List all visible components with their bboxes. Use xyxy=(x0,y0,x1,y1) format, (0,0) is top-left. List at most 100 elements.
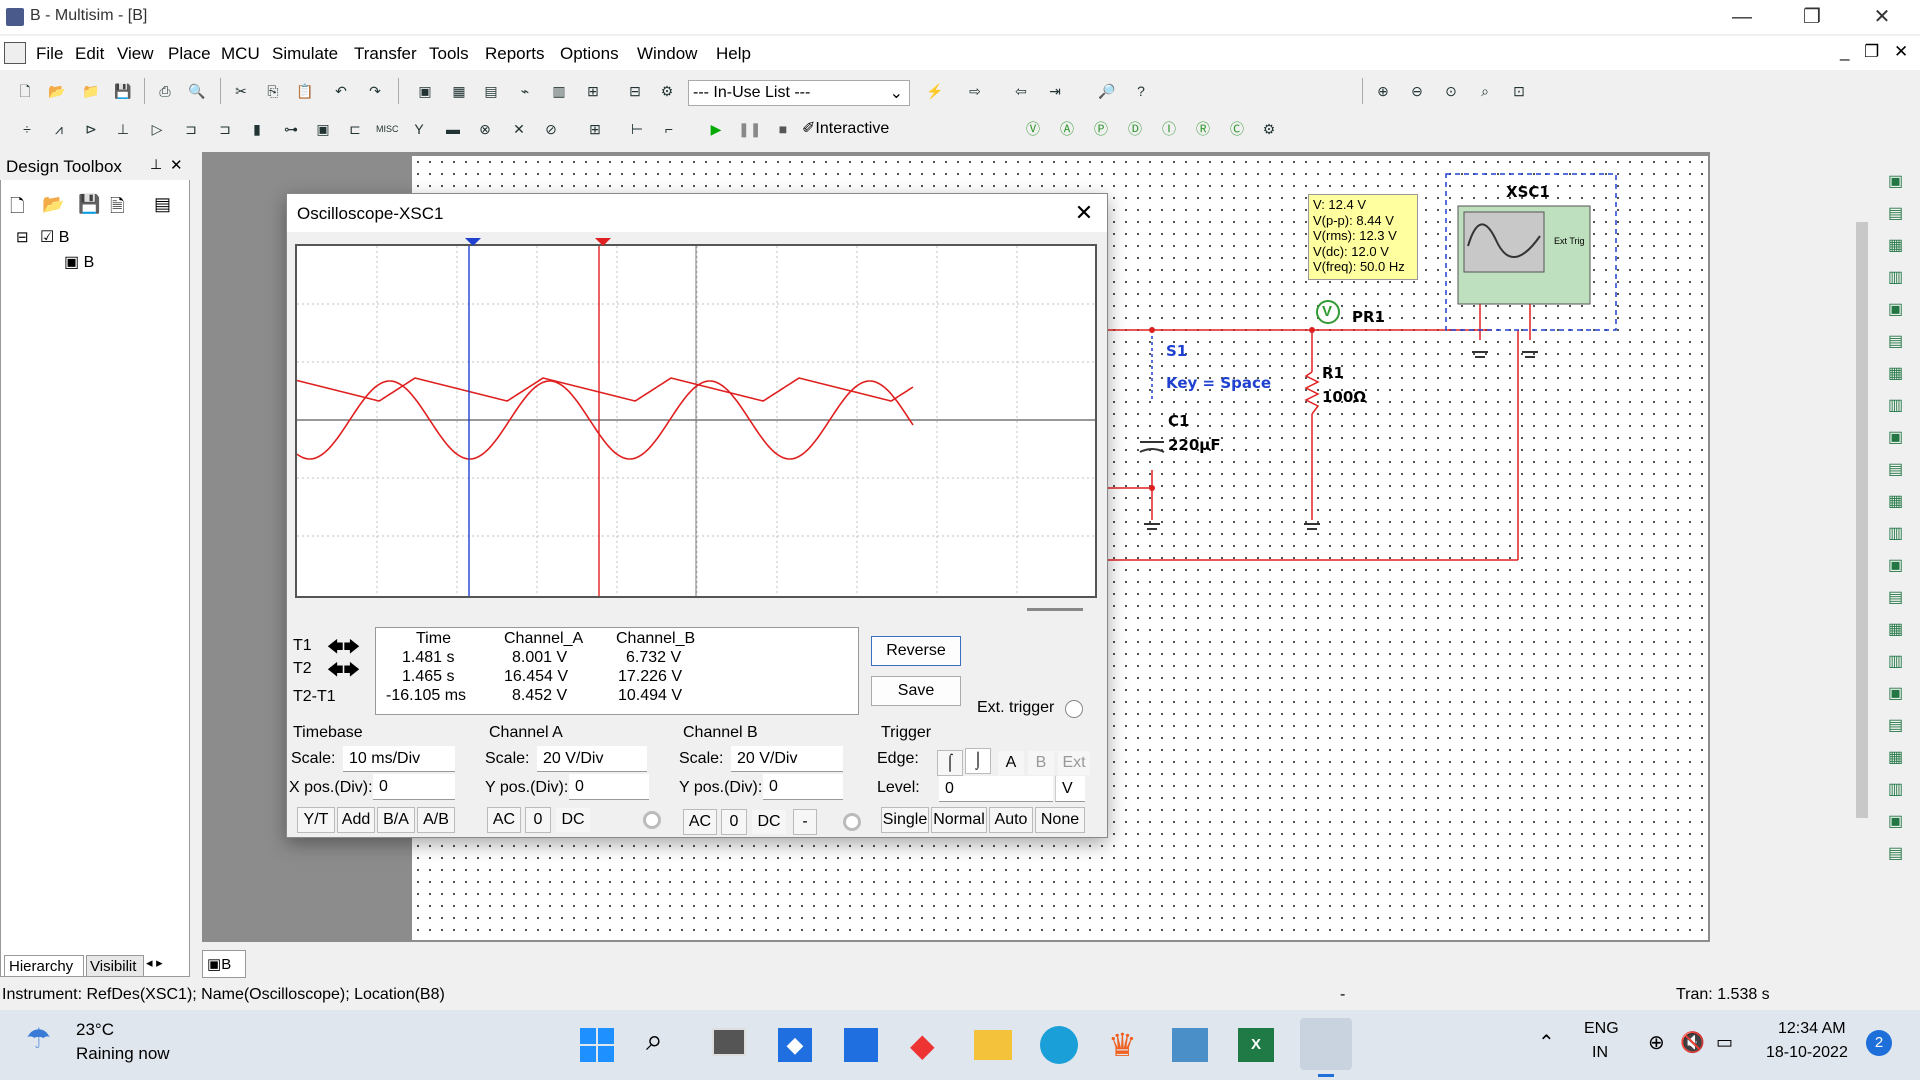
edge-icon[interactable] xyxy=(1040,1026,1078,1064)
place-misc-icon[interactable]: MISC xyxy=(376,124,399,134)
open-icon[interactable]: 📂 xyxy=(48,83,66,99)
store-icon[interactable] xyxy=(844,1028,878,1062)
zoom-in-icon[interactable]: ⊕ xyxy=(1377,83,1389,99)
in-use-icon[interactable]: ⊟ xyxy=(629,83,641,99)
tab-scroll-arrows[interactable]: ◂ ▸ xyxy=(146,955,163,970)
sheet-tab[interactable]: ▣B xyxy=(202,950,246,978)
new-icon[interactable]: 🗋 xyxy=(19,83,31,99)
minimize-button[interactable]: — xyxy=(1732,6,1752,28)
place-bus-icon[interactable]: ⊢ xyxy=(630,121,644,137)
zoom-area-icon[interactable]: ⊙ xyxy=(1445,83,1457,99)
trigger-source-a[interactable]: A xyxy=(997,750,1025,776)
weather-desc[interactable]: Raining now xyxy=(76,1044,170,1063)
weather-icon[interactable]: ☂ xyxy=(26,1023,52,1054)
photos-icon[interactable] xyxy=(1172,1028,1208,1062)
volume-muted-icon[interactable]: 🔇 xyxy=(1680,1032,1705,1054)
capacitor-value[interactable]: 220µF xyxy=(1168,436,1221,454)
toggle-fullscreen-icon[interactable]: ▣ xyxy=(418,83,432,99)
language-eng[interactable]: ENG xyxy=(1584,1020,1619,1037)
oscilloscope-titlebar[interactable]: Oscilloscope-XSC1 ✕ xyxy=(287,194,1107,232)
place-ni-icon[interactable]: ✕ xyxy=(513,121,525,137)
channel-b-ac-button[interactable]: AC xyxy=(683,809,717,835)
place-cmos-icon[interactable]: ⊐ xyxy=(219,121,231,137)
electrical-rules-icon[interactable]: ⚙ xyxy=(660,83,674,99)
mdi-minimize-button[interactable]: _ xyxy=(1840,42,1850,61)
trigger-level-unit[interactable]: V xyxy=(1055,776,1085,802)
tree-root-item[interactable]: ☑ B xyxy=(40,229,70,246)
place-basic-icon[interactable]: ⩘ xyxy=(55,121,63,137)
clock-time[interactable]: 12:34 AM xyxy=(1778,1020,1846,1037)
language-in[interactable]: IN xyxy=(1592,1044,1608,1061)
cursor-t1-handle[interactable] xyxy=(465,238,481,248)
trigger-source-ext[interactable]: Ext xyxy=(1057,750,1091,776)
diff-voltage-probe-icon[interactable]: Ⓓ xyxy=(1128,121,1142,137)
copy-icon[interactable]: ⎘ xyxy=(267,83,279,99)
channel-b-ypos-field[interactable]: 0 xyxy=(763,774,843,800)
place-source-icon[interactable]: ÷ xyxy=(23,121,31,137)
t1-arrows[interactable]: 🡄🡆 xyxy=(327,639,361,656)
search-icon[interactable]: ⌕ xyxy=(646,1024,663,1057)
switch-key-label[interactable]: Key = Space xyxy=(1166,374,1272,392)
pin-icon[interactable]: ⊥ xyxy=(150,156,163,172)
open-sample-icon[interactable]: 📁 xyxy=(82,83,100,99)
place-electromech-icon[interactable]: ⊗ xyxy=(479,121,491,137)
backannotate-icon[interactable]: ⇦ xyxy=(1015,83,1027,99)
probe-settings-icon[interactable]: ⚙ xyxy=(1262,121,1276,137)
battery-icon[interactable]: ▭ xyxy=(1716,1032,1734,1052)
falling-edge-icon[interactable]: ⌡ xyxy=(965,748,991,774)
cut-icon[interactable]: ✂ xyxy=(235,83,247,99)
place-mcu-icon[interactable]: ▮ xyxy=(253,121,261,137)
in-use-list-select[interactable]: --- In-Use List --- ⌄ xyxy=(688,80,910,106)
reverse-button[interactable]: Reverse xyxy=(871,636,961,666)
component-wizard-icon[interactable]: ⊞ xyxy=(587,83,599,99)
ammeter-probe-icon[interactable]: Ⓐ xyxy=(1060,121,1074,137)
postprocessor-icon[interactable]: ⌁ xyxy=(520,83,530,99)
probe-label[interactable]: PR1 xyxy=(1352,308,1385,326)
mode-ab-button[interactable]: A/B xyxy=(417,807,455,833)
brave-icon[interactable]: ♛ xyxy=(1108,1027,1137,1063)
channel-b-minus-button[interactable]: - xyxy=(793,809,817,835)
channel-b-dc-button[interactable]: DC xyxy=(751,809,787,835)
channel-b-terminal[interactable] xyxy=(843,813,861,831)
place-connector-icon[interactable]: ⊘ xyxy=(545,121,557,137)
vertical-scrollbar[interactable] xyxy=(1856,222,1868,818)
channel-b-scale-field[interactable]: 20 V/Div xyxy=(731,746,843,772)
place-antenna-icon[interactable]: Y xyxy=(414,121,424,137)
paste-icon[interactable]: 📋 xyxy=(296,83,314,99)
anydesk-icon[interactable]: ◆ xyxy=(910,1027,935,1063)
channel-a-ypos-field[interactable]: 0 xyxy=(569,774,649,800)
mdi-close-button[interactable]: ✕ xyxy=(1894,42,1909,61)
show-hidden-icons[interactable]: ⌃ xyxy=(1538,1032,1555,1054)
tab-visibility[interactable]: Visibilit xyxy=(86,955,144,977)
restore-button[interactable]: ❐ xyxy=(1803,6,1821,28)
ext-trigger-terminal[interactable] xyxy=(1065,700,1083,718)
reference-probe-icon[interactable]: Ⓡ xyxy=(1196,121,1210,137)
t2-arrows[interactable]: 🡄🡆 xyxy=(327,662,361,679)
menu-simulate[interactable]: Simulate xyxy=(272,44,339,63)
zoom-fit-icon[interactable]: ⌕ xyxy=(1481,83,1489,99)
place-hierarchical-icon[interactable]: ⊞ xyxy=(589,121,601,137)
resize-grip[interactable] xyxy=(1027,608,1083,611)
channel-a-ac-button[interactable]: AC xyxy=(487,807,521,833)
excel-icon[interactable]: X xyxy=(1238,1028,1274,1062)
oscilloscope-close-button[interactable]: ✕ xyxy=(1074,200,1094,225)
file-explorer-icon[interactable] xyxy=(974,1030,1012,1060)
voltmeter-probe-icon[interactable]: Ⓥ xyxy=(1026,121,1040,137)
place-diode-icon[interactable]: ⊳ xyxy=(85,121,97,137)
menu-place[interactable]: Place xyxy=(168,44,211,63)
trigger-normal-button[interactable]: Normal xyxy=(931,807,987,833)
multisim-task-icon[interactable] xyxy=(1300,1018,1352,1070)
resistor-value[interactable]: 100Ω xyxy=(1322,388,1367,406)
cursor-t2-handle[interactable] xyxy=(595,238,611,248)
redo-icon[interactable]: ↷ xyxy=(369,83,381,99)
switch-label[interactable]: S1 xyxy=(1166,342,1188,360)
menu-reports[interactable]: Reports xyxy=(485,44,545,63)
stop-icon[interactable]: ■ xyxy=(778,121,788,137)
menu-transfer[interactable]: Transfer xyxy=(354,44,417,63)
dropbox-icon[interactable]: ◆ xyxy=(778,1028,812,1062)
menu-view[interactable]: View xyxy=(117,44,154,63)
toolbox-layers-icon[interactable]: ▤ xyxy=(154,194,172,214)
erc-icon[interactable]: ⚡ xyxy=(926,83,944,99)
place-mixed-icon[interactable]: ⊶ xyxy=(284,121,298,137)
tab-hierarchy[interactable]: Hierarchy xyxy=(4,955,84,977)
